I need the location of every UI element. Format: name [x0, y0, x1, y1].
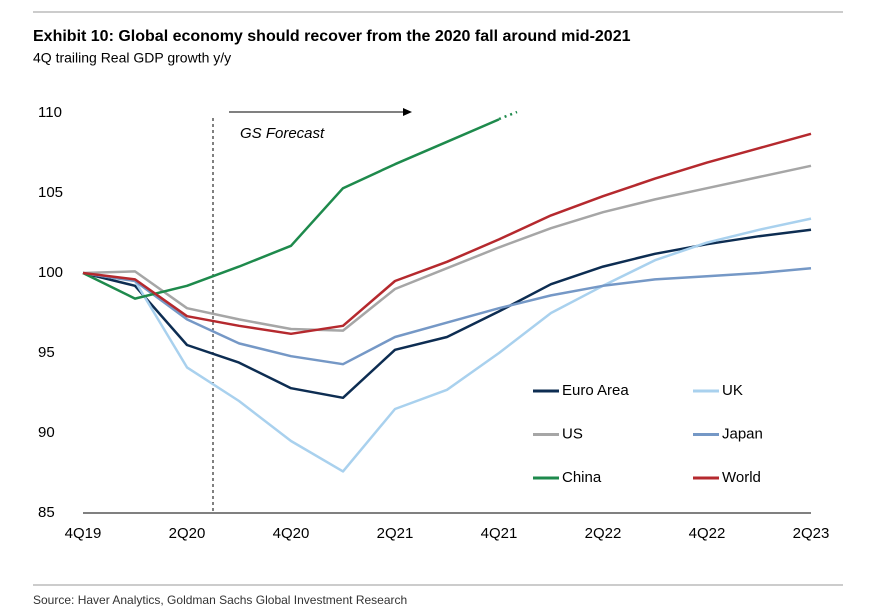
- x-tick-label: 2Q20: [169, 525, 206, 542]
- y-tick-label: 85: [38, 504, 55, 521]
- chart-title: Exhibit 10: Global economy should recove…: [33, 28, 631, 45]
- x-tick-label: 2Q22: [585, 525, 622, 542]
- x-tick-label: 4Q22: [689, 525, 726, 542]
- x-tick-label: 2Q23: [793, 525, 830, 542]
- x-tick-label: 2Q21: [377, 525, 414, 542]
- x-tick-label: 4Q21: [481, 525, 518, 542]
- series-line: [82, 164, 812, 332]
- x-tick-label: 4Q20: [273, 525, 310, 542]
- y-tick-label: 100: [38, 264, 63, 281]
- legend-label: World: [722, 469, 761, 486]
- y-tick-label: 110: [38, 104, 62, 121]
- legend-label: Japan: [722, 425, 763, 442]
- legend-label: Euro Area: [562, 382, 629, 399]
- source: Source: Haver Analytics, Goldman Sachs G…: [33, 593, 407, 607]
- series-line: [82, 132, 812, 336]
- series-line: [82, 266, 812, 366]
- y-tick-label: 95: [38, 344, 55, 361]
- annotation: GS Forecast: [240, 125, 325, 142]
- series-line: [82, 217, 812, 473]
- legend-label: US: [562, 425, 583, 442]
- y-tick-label: 105: [38, 184, 63, 201]
- legend-label: UK: [722, 382, 743, 399]
- y-tick-label: 90: [38, 424, 55, 441]
- x-tick-label: 4Q19: [65, 525, 102, 542]
- legend-label: China: [562, 469, 602, 486]
- chart-subtitle: 4Q trailing Real GDP growth y/y: [33, 50, 231, 66]
- series-line: [82, 118, 500, 300]
- forecast-arrowhead: [403, 108, 412, 116]
- china-extension: [498, 110, 518, 121]
- series-line: [82, 228, 812, 400]
